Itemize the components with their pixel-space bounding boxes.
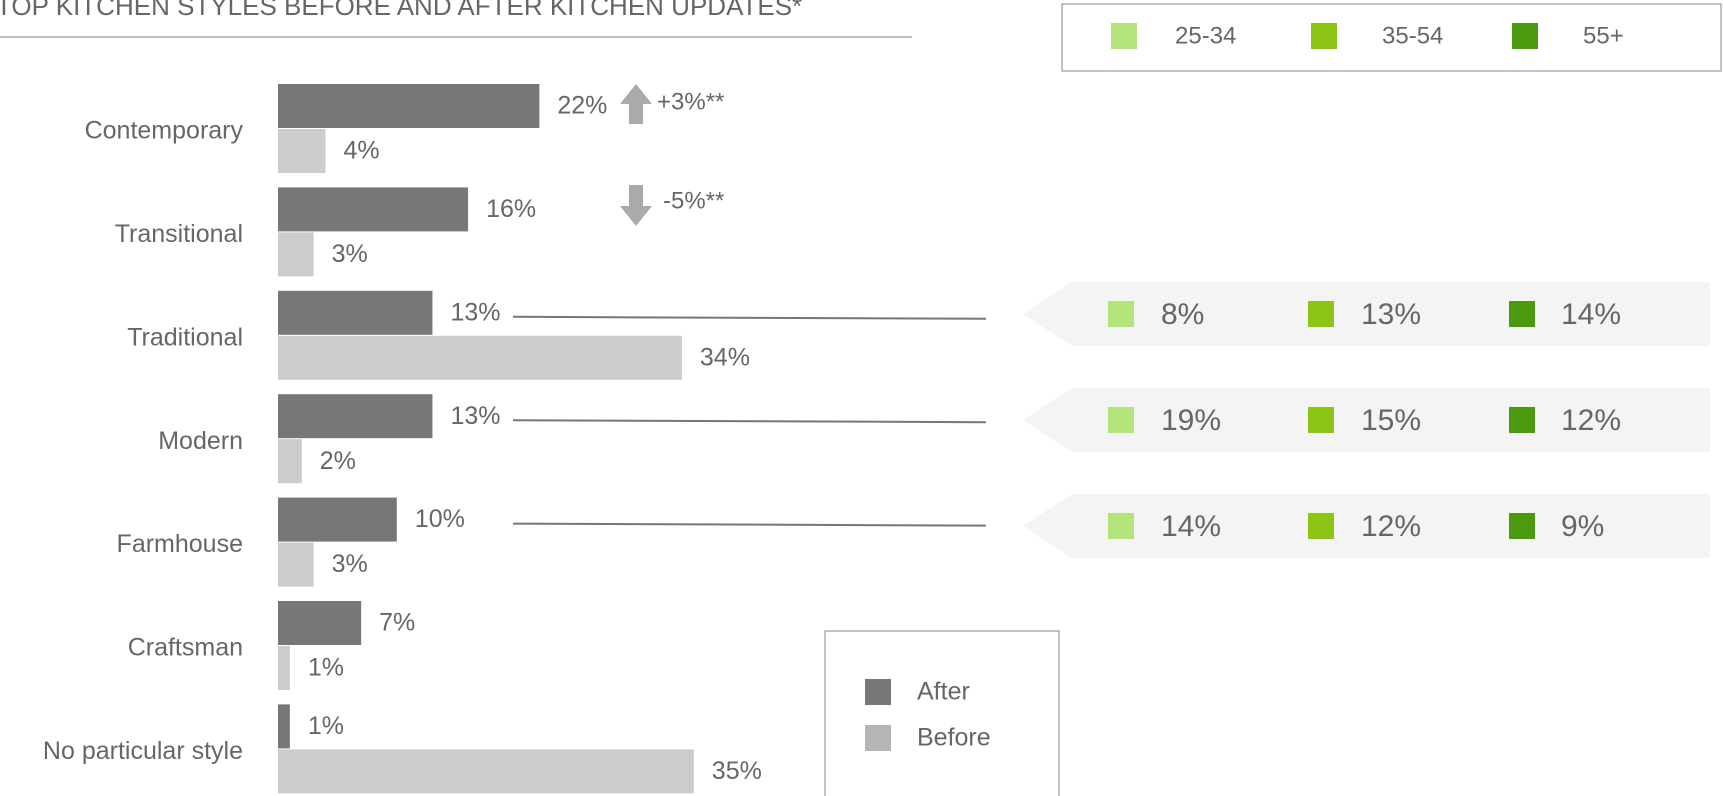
bar (278, 335, 682, 380)
value-label: 3% (332, 240, 368, 268)
age-legend-label: 25-34 (1175, 22, 1236, 49)
legend-label: Before (917, 724, 991, 752)
value-label: 22% (557, 92, 607, 120)
annotation: -5%** (663, 187, 724, 214)
age-value-label: 14% (1161, 510, 1221, 543)
age-swatch (1509, 301, 1535, 327)
connector (512, 419, 987, 424)
bar (278, 232, 314, 277)
age-legend-swatch (1311, 23, 1337, 49)
category-label: Craftsman (128, 634, 243, 662)
age-swatch (1108, 407, 1134, 433)
category-label: No particular style (43, 737, 243, 765)
annotation: +3%** (657, 88, 724, 115)
bar (278, 542, 314, 587)
value-label: 2% (320, 447, 356, 475)
age-value-label: 19% (1161, 404, 1221, 437)
category-label: Traditional (127, 323, 243, 351)
age-value-label: 12% (1561, 404, 1621, 437)
age-legend-label: 35-54 (1382, 22, 1443, 49)
value-label: 16% (486, 195, 536, 223)
down-arrow (620, 185, 652, 226)
age-legend-label: 55+ (1583, 22, 1624, 49)
age-value-label: 15% (1361, 404, 1421, 437)
bar (278, 439, 302, 484)
value-label: 1% (308, 654, 344, 682)
category-label: Contemporary (85, 117, 244, 145)
age-swatch (1108, 513, 1134, 539)
legend-label: After (917, 678, 970, 706)
bar (278, 704, 290, 749)
age-swatch (1308, 301, 1334, 327)
age-value-label: 12% (1361, 510, 1421, 543)
value-label: 13% (450, 402, 500, 430)
value-label: 3% (332, 550, 368, 578)
category-label: Modern (158, 427, 243, 455)
bar (278, 601, 362, 645)
age-swatch (1308, 513, 1334, 539)
value-label: 1% (308, 712, 344, 740)
age-legend-swatch (1512, 23, 1538, 49)
age-swatch (1308, 407, 1334, 433)
bar (278, 84, 540, 128)
value-label: 35% (712, 757, 762, 785)
age-swatch (1509, 407, 1535, 433)
age-value-label: 8% (1161, 298, 1204, 331)
age-swatch (1108, 301, 1134, 327)
category-label: Farmhouse (117, 530, 243, 558)
bar (278, 129, 326, 173)
callout (1023, 282, 1710, 346)
value-label: 34% (700, 343, 750, 371)
age-legend-box (1061, 3, 1722, 72)
legend-swatch (865, 725, 891, 751)
age-legend-swatch (1111, 23, 1137, 49)
up-arrow (620, 84, 652, 124)
age-value-label: 13% (1361, 298, 1421, 331)
value-label: 10% (415, 505, 465, 533)
bar (278, 187, 469, 232)
category-label: Transitional (115, 220, 243, 248)
connector (512, 315, 987, 320)
bar (278, 497, 397, 542)
age-swatch (1509, 513, 1535, 539)
value-label: 7% (379, 609, 415, 637)
bar (278, 749, 694, 794)
connector (512, 522, 987, 527)
chart-title: TOP KITCHEN STYLES BEFORE AND AFTER KITC… (0, 0, 802, 21)
age-value-label: 14% (1561, 298, 1621, 331)
callout (1023, 494, 1710, 558)
legend-swatch (865, 679, 891, 705)
bar (278, 290, 433, 335)
value-label: 13% (450, 298, 500, 326)
legend-box (824, 630, 1060, 796)
bar (278, 646, 290, 690)
bar (278, 394, 433, 439)
age-value-label: 9% (1561, 510, 1604, 543)
value-label: 4% (344, 137, 380, 165)
callout (1023, 388, 1710, 452)
